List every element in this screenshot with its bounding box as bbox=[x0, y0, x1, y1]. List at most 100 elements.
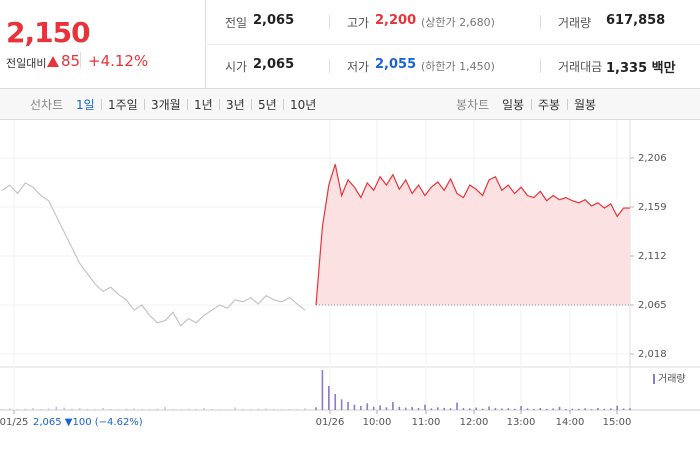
volume-bar bbox=[257, 408, 260, 410]
volume-bar bbox=[366, 403, 369, 410]
volume-bar bbox=[411, 407, 413, 410]
summary-value: 2,200 bbox=[375, 13, 417, 28]
volume-bar bbox=[273, 409, 275, 410]
volume-bar bbox=[47, 408, 50, 410]
volume-bar bbox=[629, 408, 631, 410]
volume-bar bbox=[24, 408, 27, 410]
divider bbox=[251, 99, 252, 110]
summary-value: 617,858 bbox=[606, 13, 666, 28]
volume-bar bbox=[417, 408, 420, 410]
volume-bar bbox=[597, 408, 599, 410]
y-tick-label: 2,065 bbox=[638, 300, 667, 311]
tab[interactable]: 1일 bbox=[76, 98, 95, 112]
tab[interactable]: 일봉 bbox=[502, 98, 525, 112]
summary-label: 시가 bbox=[225, 60, 248, 74]
divider bbox=[80, 52, 81, 68]
volume-bar bbox=[565, 408, 567, 410]
up-icon bbox=[47, 56, 59, 67]
volume-bar bbox=[288, 408, 291, 410]
summary-label: 저가 bbox=[347, 60, 370, 74]
volume-bar bbox=[392, 402, 394, 410]
divider bbox=[540, 59, 541, 73]
tab-group-label: 봉차트 bbox=[456, 98, 490, 112]
row-divider bbox=[205, 44, 700, 45]
volume-bar bbox=[63, 407, 65, 410]
volume-bar bbox=[226, 409, 229, 410]
volume-bar bbox=[203, 408, 205, 410]
volume-bar bbox=[334, 394, 337, 410]
volume-bar bbox=[195, 409, 198, 410]
volume-bar bbox=[156, 408, 159, 410]
tab[interactable]: 월봉 bbox=[574, 98, 597, 112]
tab[interactable]: 1주일 bbox=[108, 98, 138, 112]
rate: +4.12% bbox=[88, 52, 149, 70]
tab[interactable]: 10년 bbox=[290, 98, 317, 112]
tab-group-label: 선차트 bbox=[30, 98, 64, 112]
divider bbox=[144, 99, 145, 110]
y-tick-label: 2,206 bbox=[638, 153, 667, 164]
volume-bar bbox=[520, 406, 522, 410]
summary-label: 전일 bbox=[225, 16, 248, 30]
volume-bar bbox=[71, 408, 73, 410]
volume-bar bbox=[481, 408, 484, 410]
volume-bar bbox=[558, 406, 561, 410]
volume-bar bbox=[218, 409, 221, 410]
volume-bar bbox=[55, 406, 58, 410]
volume-bar bbox=[449, 408, 452, 410]
volume-bar bbox=[577, 408, 580, 410]
volume-bar bbox=[430, 408, 433, 410]
divider bbox=[531, 99, 532, 110]
volume-bar bbox=[340, 399, 343, 410]
tab[interactable]: 주봉 bbox=[538, 98, 561, 112]
volume-bar bbox=[545, 408, 548, 410]
tab[interactable]: 3년 bbox=[226, 98, 245, 112]
x-tick-label: 01/25 bbox=[0, 417, 28, 428]
volume-bar bbox=[494, 408, 497, 410]
volume-bar bbox=[347, 402, 349, 410]
volume-bar bbox=[164, 407, 166, 410]
summary-value: 2,065 bbox=[253, 57, 295, 72]
summary-note: (상한가 2,680) bbox=[421, 16, 495, 29]
volume-bar bbox=[513, 408, 516, 410]
x-tick-label: 01/26 bbox=[316, 417, 345, 428]
summary-note: (하한가 1,450) bbox=[421, 60, 495, 73]
volume-bar bbox=[296, 409, 299, 410]
summary-value: 2,065 bbox=[253, 13, 295, 28]
volume-bar bbox=[533, 408, 535, 410]
volume-bar bbox=[78, 408, 81, 410]
x-tick-label: 11:00 bbox=[412, 417, 441, 428]
volume-bar bbox=[265, 408, 267, 410]
volume-bar bbox=[304, 408, 306, 410]
x-tick-label: 14:00 bbox=[556, 417, 585, 428]
summary-label: 거래대금 bbox=[558, 60, 603, 74]
volume-bar bbox=[141, 409, 143, 410]
volume-bar bbox=[468, 408, 471, 410]
quote-box: 2,150 전일대비 85 +4.12% bbox=[0, 0, 206, 88]
divider bbox=[329, 59, 330, 73]
volume-bar bbox=[462, 408, 465, 410]
tab[interactable]: 1년 bbox=[194, 98, 213, 112]
volume-bar bbox=[40, 409, 42, 410]
prev-summary: 2,065 ▼100 (−4.62%) bbox=[33, 417, 143, 428]
volume-bar bbox=[456, 402, 458, 410]
price: 2,150 bbox=[6, 16, 91, 49]
volume-bar bbox=[552, 408, 554, 410]
tab[interactable]: 3개월 bbox=[151, 98, 181, 112]
x-tick-label: 12:00 bbox=[460, 417, 489, 428]
area bbox=[316, 164, 630, 305]
volume-bar bbox=[8, 408, 11, 410]
y-tick-label: 2,112 bbox=[638, 251, 667, 262]
price-line bbox=[1, 182, 306, 327]
volume-bar bbox=[609, 408, 612, 410]
summary-label: 고가 bbox=[347, 16, 370, 30]
volume-bar bbox=[360, 406, 362, 410]
volume-bar bbox=[234, 407, 236, 410]
volume-bar bbox=[622, 408, 625, 410]
tab[interactable]: 5년 bbox=[258, 98, 277, 112]
divider bbox=[329, 15, 330, 29]
volume-bar bbox=[584, 408, 586, 410]
volume-bar bbox=[501, 408, 503, 410]
volume-bar bbox=[32, 408, 34, 410]
volume-bar bbox=[172, 408, 174, 410]
